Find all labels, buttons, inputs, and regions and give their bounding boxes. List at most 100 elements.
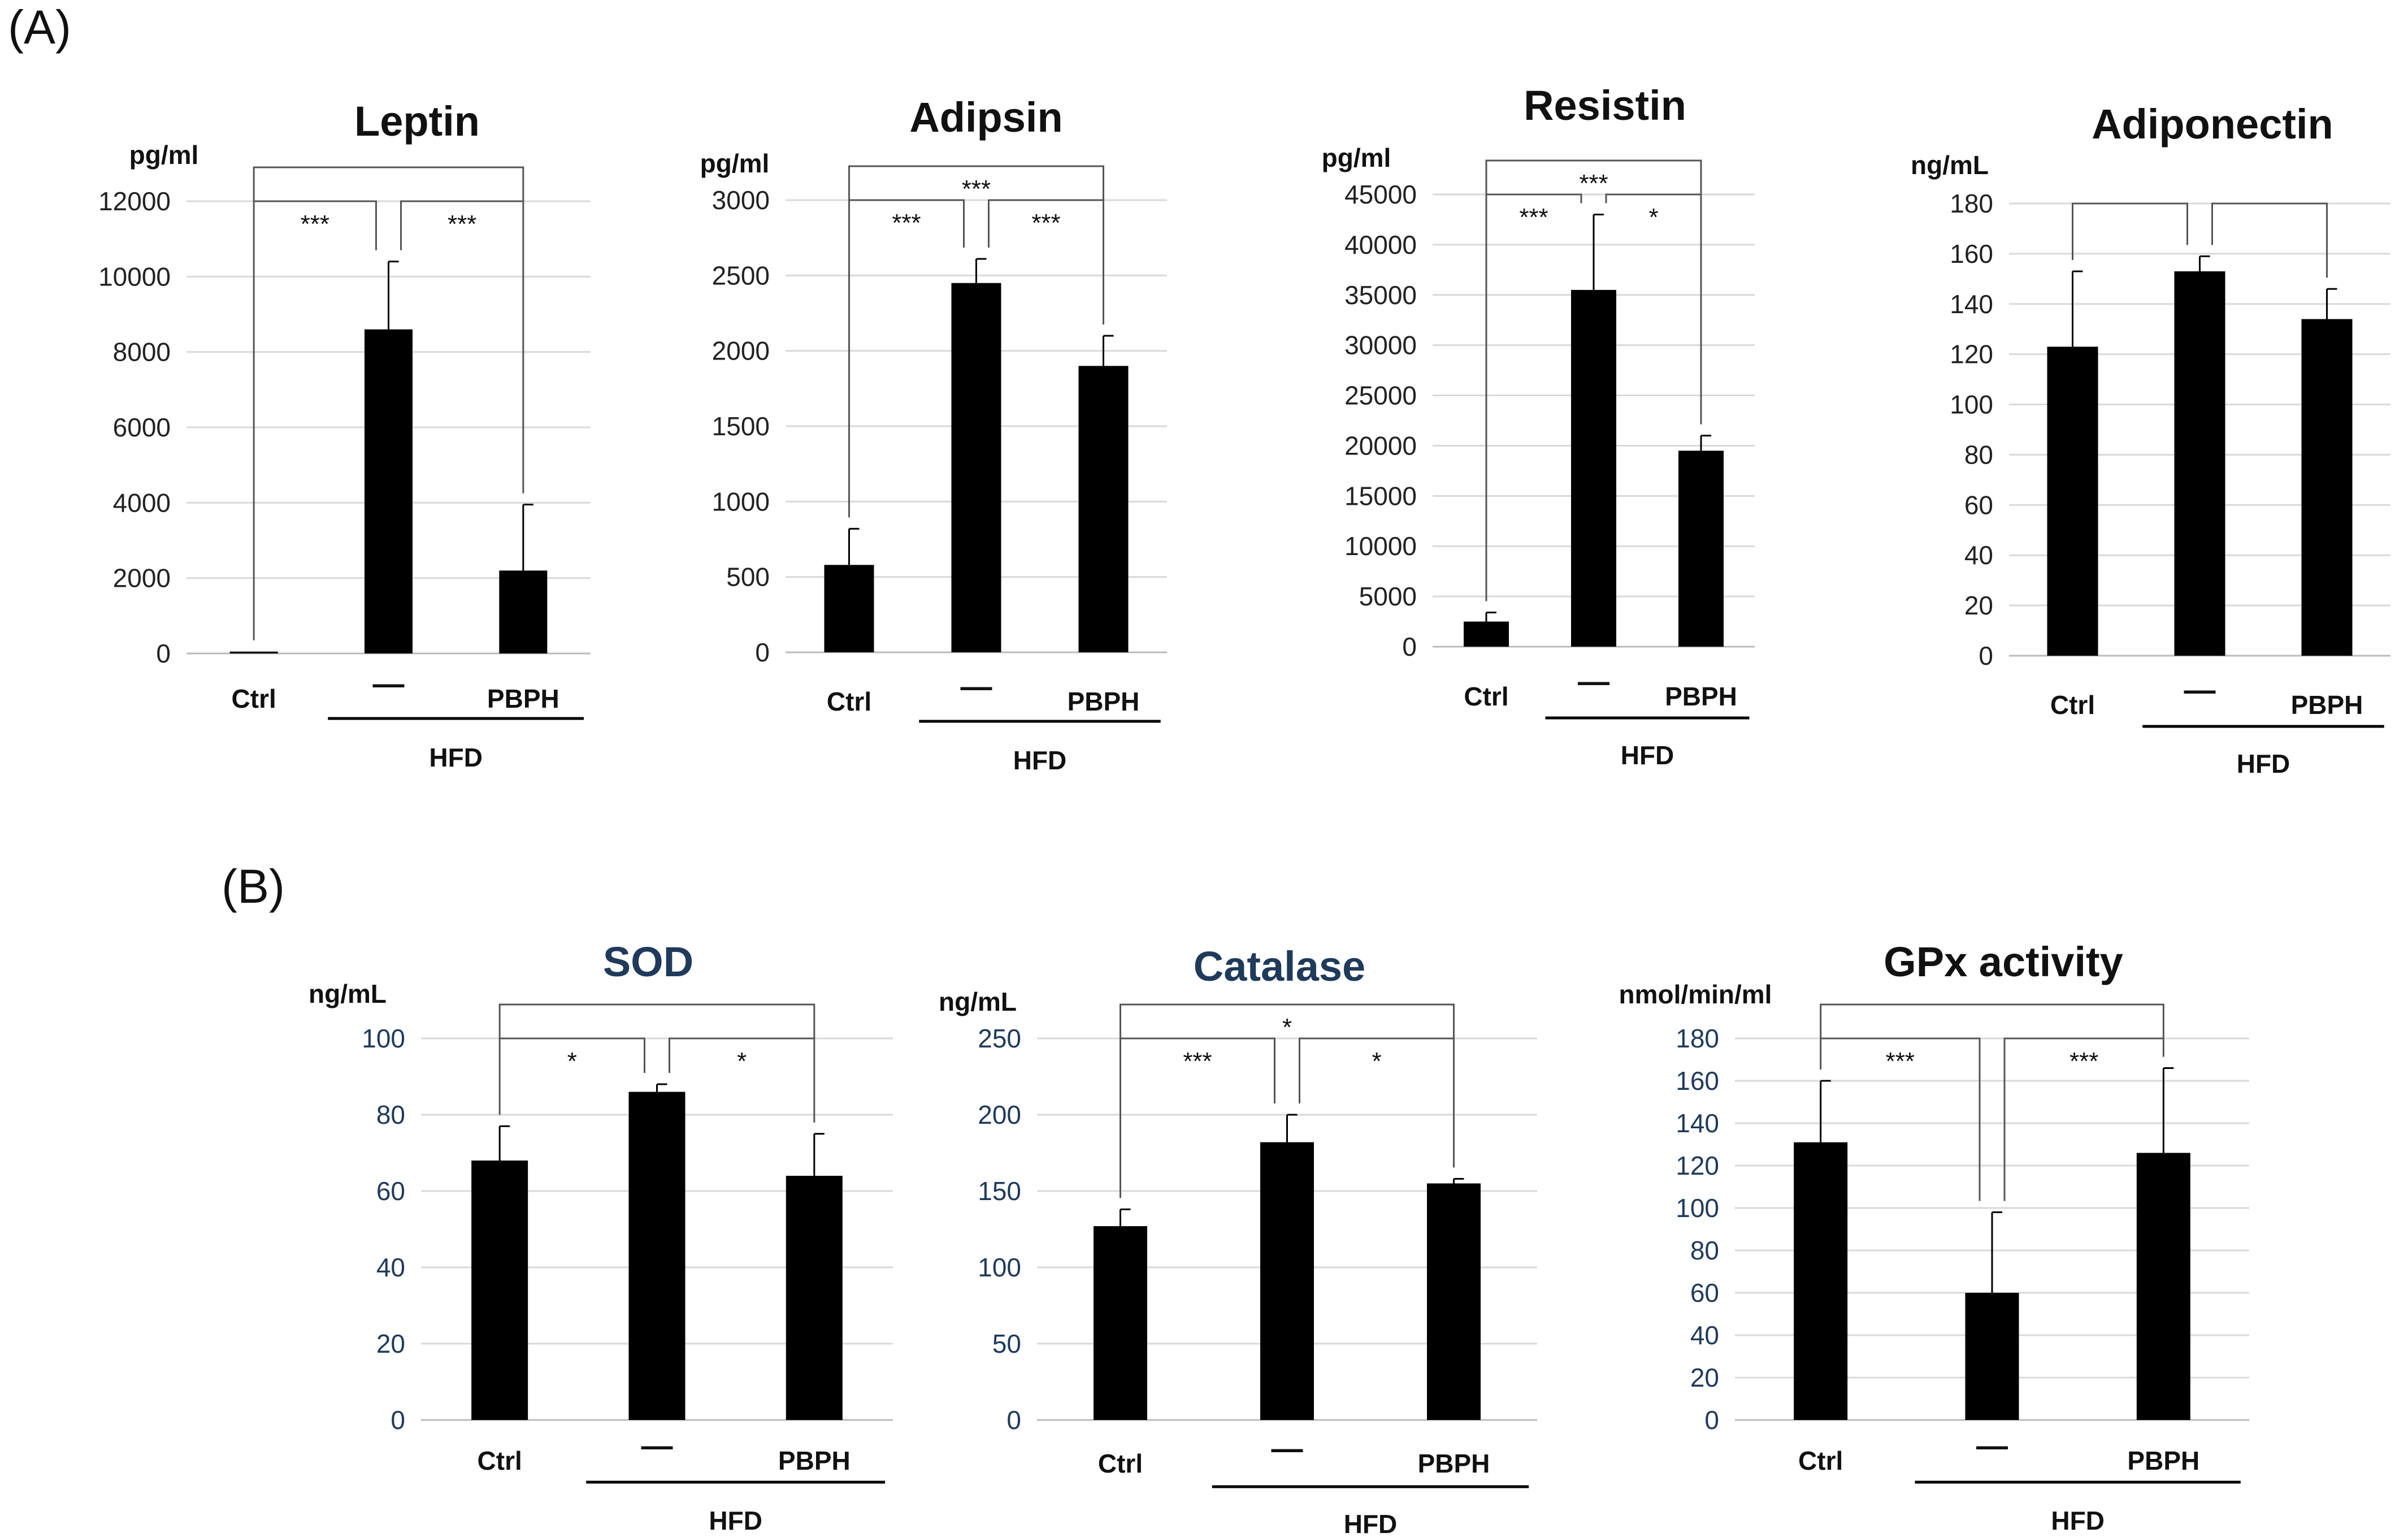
chart-4-tick-label: 140 xyxy=(1950,289,1993,319)
chart-4-tick-label: 100 xyxy=(1950,390,1993,419)
chart-5-category-label: PBPH xyxy=(778,1446,851,1475)
chart-6-ylabel: ng/mL xyxy=(939,987,1017,1016)
chart-7-tick-label: 80 xyxy=(1690,1236,1719,1265)
chart-1-significance-label: *** xyxy=(448,210,476,238)
chart-4-significance-bracket xyxy=(2072,202,2188,260)
chart-5-tick-label: 0 xyxy=(391,1405,405,1435)
chart-5-group-label: HFD xyxy=(709,1506,762,1535)
chart-7-tick-label: 160 xyxy=(1676,1066,1719,1096)
chart-4-tick-label: 180 xyxy=(1950,189,1993,218)
chart-4-title: Adiponectin xyxy=(2092,101,2333,148)
chart-7-tick-label: 120 xyxy=(1676,1151,1719,1180)
chart-2-tick-label: 500 xyxy=(726,562,770,592)
chart-2-significance-label: *** xyxy=(892,209,921,237)
chart-1-significance-label: *** xyxy=(301,210,329,238)
chart-6-tick-label: 0 xyxy=(1006,1405,1021,1435)
chart-4-ylabel: ng/mL xyxy=(1911,150,1989,180)
chart-5-bar xyxy=(786,1176,843,1420)
chart-1-significance-bracket xyxy=(253,200,377,640)
chart-7-tick-label: 140 xyxy=(1676,1109,1719,1138)
chart-3-tick-label: 10000 xyxy=(1344,531,1417,561)
chart-2-significance-bracket xyxy=(988,199,1104,324)
chart-6-category-label: PBPH xyxy=(1418,1449,1490,1478)
chart-2-bar xyxy=(1078,366,1129,652)
chart-1-tick-label: 2000 xyxy=(113,564,171,593)
chart-3-tick-label: 45000 xyxy=(1344,180,1417,209)
chart-4-tick-label: 60 xyxy=(1964,490,1993,519)
chart-4-group-label: HFD xyxy=(2237,749,2290,778)
chart-3-tick-label: 15000 xyxy=(1344,481,1417,510)
chart-6-tick-label: 100 xyxy=(978,1253,1021,1282)
chart-2-category-label: — xyxy=(961,668,992,704)
chart-1-ylabel: pg/ml xyxy=(129,140,199,170)
chart-5-tick-label: 20 xyxy=(376,1329,405,1358)
chart-3-tick-label: 20000 xyxy=(1344,431,1417,460)
chart-7-ylabel: nmol/min/ml xyxy=(1619,980,1772,1009)
chart-7-category-label: — xyxy=(1976,1427,2008,1463)
chart-3-tick-label: 25000 xyxy=(1344,381,1417,410)
chart-2-ylabel: pg/ml xyxy=(700,149,770,178)
chart-4-tick-label: 20 xyxy=(1964,591,1993,620)
chart-5-tick-label: 80 xyxy=(376,1100,405,1129)
chart-3-tick-label: 0 xyxy=(1402,632,1417,661)
chart-1-tick-label: 0 xyxy=(156,639,171,668)
chart-4-bar xyxy=(2174,271,2225,656)
chart-4-category-label: — xyxy=(2184,672,2216,707)
chart-5-significance-label: * xyxy=(567,1047,577,1075)
chart-7-bar xyxy=(2136,1153,2190,1420)
chart-2-tick-label: 2500 xyxy=(712,261,770,290)
chart-3-significance-label: * xyxy=(1648,204,1658,231)
chart-7-significance-label: *** xyxy=(1886,1047,1915,1075)
chart-4-tick-label: 160 xyxy=(1950,239,1993,269)
panel-label-a: (A) xyxy=(8,1,71,54)
chart-2-tick-label: 3000 xyxy=(712,185,770,215)
chart-7-tick-label: 0 xyxy=(1704,1405,1719,1435)
chart-3-category-label: Ctrl xyxy=(1464,682,1508,711)
chart-1-significance-bracket xyxy=(400,200,524,493)
chart-6-bar xyxy=(1094,1226,1147,1420)
chart-6-category-label: Ctrl xyxy=(1098,1449,1143,1478)
chart-3-significance-bracket xyxy=(1605,193,1702,425)
chart-1-category-label: — xyxy=(373,665,405,701)
chart-4-tick-label: 0 xyxy=(1979,641,1993,670)
chart-7-significance-bracket xyxy=(2003,1037,2164,1201)
chart-4-significance-bracket xyxy=(2211,202,2328,278)
chart-5-tick-label: 60 xyxy=(376,1176,405,1206)
chart-2-group-label: HFD xyxy=(1013,746,1067,775)
chart-6-significance-bracket xyxy=(1120,1037,1275,1198)
chart-4-tick-label: 120 xyxy=(1950,340,1993,369)
chart-1-tick-label: 8000 xyxy=(113,337,171,367)
chart-6-category-label: — xyxy=(1272,1430,1303,1466)
chart-1-bar xyxy=(365,329,413,653)
chart-6-group-label: HFD xyxy=(1344,1509,1398,1537)
chart-1-tick-label: 10000 xyxy=(98,262,171,291)
chart-2-significance-bracket xyxy=(848,165,1104,200)
chart-3-tick-label: 40000 xyxy=(1344,230,1417,259)
chart-2-significance-bracket xyxy=(848,199,965,518)
chart-1-bar xyxy=(229,651,278,653)
chart-7-significance-bracket xyxy=(1820,1003,2164,1038)
chart-3-significance-label: *** xyxy=(1579,170,1608,197)
chart-2-tick-label: 2000 xyxy=(712,336,770,366)
chart-1-tick-label: 4000 xyxy=(113,488,171,517)
chart-7-bar xyxy=(1965,1293,2019,1420)
chart-2-significance-label: *** xyxy=(1031,209,1060,237)
chart-2-bar xyxy=(824,565,874,652)
chart-6-tick-label: 50 xyxy=(992,1329,1021,1358)
chart-6-title: Catalase xyxy=(1194,943,1365,990)
chart-7-group-label: HFD xyxy=(2051,1506,2105,1535)
chart-6-significance-label: *** xyxy=(1183,1047,1212,1075)
chart-6-bar xyxy=(1427,1183,1481,1420)
chart-1-category-label: Ctrl xyxy=(232,684,276,713)
chart-3-significance-bracket xyxy=(1485,193,1582,601)
chart-6-significance-label: * xyxy=(1372,1047,1381,1075)
chart-3-group-label: HFD xyxy=(1621,741,1674,770)
chart-5-significance-bracket xyxy=(669,1037,815,1123)
chart-3-ylabel: pg/ml xyxy=(1322,143,1391,172)
chart-4-category-label: PBPH xyxy=(2291,690,2363,720)
chart-6-significance-bracket xyxy=(1299,1037,1455,1168)
panel-label-b: (B) xyxy=(222,860,285,913)
chart-7-bar xyxy=(1794,1142,1848,1420)
chart-3-bar xyxy=(1678,451,1724,647)
